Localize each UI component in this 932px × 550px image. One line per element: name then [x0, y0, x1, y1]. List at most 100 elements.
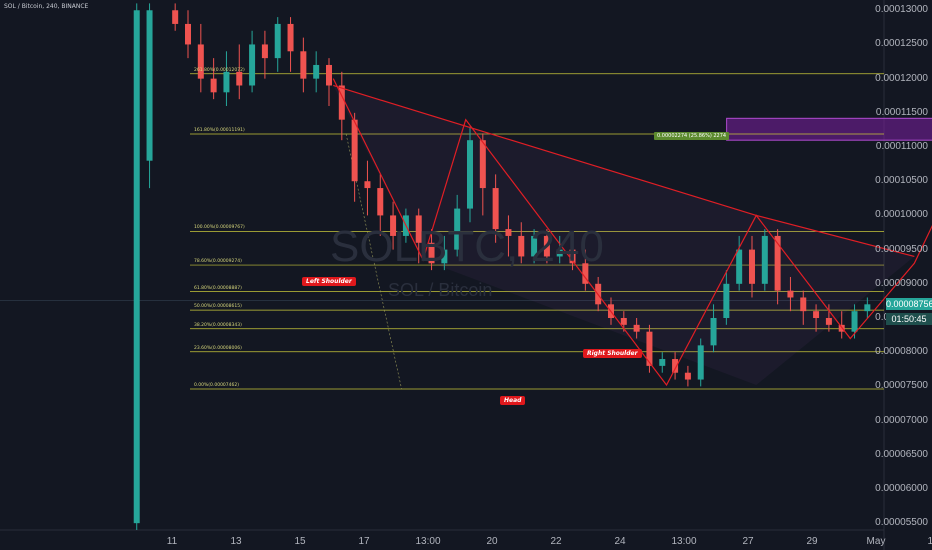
- candle-body: [415, 215, 422, 243]
- y-tick-label: 0.00012000: [875, 72, 928, 84]
- fib-level-label: 261.80%(0.00012072): [194, 67, 245, 73]
- y-tick-label: 0.00013000: [875, 4, 928, 16]
- candle-body: [300, 51, 307, 79]
- chart-title: SOL / Bitcoin, 240, BINANCE: [4, 3, 89, 10]
- candle-body: [197, 44, 204, 79]
- y-tick-label: 0.00006000: [875, 482, 928, 494]
- x-tick-label: 24: [614, 536, 626, 547]
- candle-body: [338, 85, 345, 120]
- y-tick-label: 0.00005500: [875, 517, 928, 529]
- fib-level-label: 38.20%(0.00008343): [194, 322, 242, 328]
- candle-body: [377, 188, 384, 216]
- candle-body: [851, 311, 858, 332]
- head-label: Head: [500, 396, 526, 405]
- fib-level-label: 161.80%(0.00011191): [194, 127, 245, 133]
- fib-level-label: 50.00%(0.00008615): [194, 304, 242, 310]
- candle-body: [287, 23, 294, 52]
- candle-body: [261, 44, 268, 59]
- x-tick-label: 13:00: [671, 536, 697, 547]
- candle-body: [659, 359, 666, 366]
- candle-body: [505, 229, 512, 236]
- fib-level-label: 23.60%(0.00008006): [194, 345, 242, 351]
- x-tick-label: 13:00: [415, 536, 441, 547]
- candle-body: [582, 263, 589, 284]
- candle-body: [518, 235, 525, 257]
- candle-body: [274, 23, 281, 59]
- y-tick-label: 0.00009000: [875, 277, 928, 289]
- y-tick-label: 0.00010000: [875, 209, 928, 221]
- fib-trend-line: [345, 133, 402, 390]
- x-tick-label: 29: [806, 536, 818, 547]
- y-tick-label: 0.00011500: [875, 106, 928, 118]
- candle-body: [223, 71, 230, 93]
- candle-body: [492, 188, 499, 230]
- candle-body: [813, 311, 820, 318]
- y-tick-label: 0.00011000: [875, 141, 928, 153]
- candle-body: [825, 318, 832, 325]
- candle-body: [466, 140, 473, 209]
- candle-body: [569, 249, 576, 264]
- x-tick-label: 15: [294, 536, 306, 547]
- x-tick-label: May: [866, 536, 886, 547]
- candle-body: [210, 78, 217, 93]
- candle-body: [697, 345, 704, 380]
- last-price-tag: 0.00008756: [886, 298, 932, 310]
- candle-body: [736, 249, 743, 284]
- candle-body: [633, 324, 640, 332]
- candle-body: [761, 235, 768, 284]
- candle-body: [800, 297, 807, 312]
- left-shoulder-label: Left Shoulder: [302, 277, 356, 286]
- x-tick-label: 20: [486, 536, 498, 547]
- candle-body: [428, 242, 435, 264]
- fib-level-label: 78.60%(0.00009274): [194, 259, 242, 265]
- candle-body: [479, 140, 486, 189]
- candle-body: [390, 215, 397, 236]
- candle-body: [723, 283, 730, 318]
- candle-body: [774, 235, 781, 291]
- candle-body: [646, 331, 653, 366]
- y-tick-label: 0.00006500: [875, 448, 928, 460]
- candle-body: [313, 64, 320, 79]
- countdown-tag: 01:50:45: [886, 313, 932, 325]
- candle-body: [620, 318, 627, 325]
- candle-body: [556, 249, 563, 257]
- candle-body: [710, 318, 717, 346]
- x-tick-label: 22: [550, 536, 562, 547]
- fib-level-label: 100.00%(0.00009767): [194, 225, 245, 231]
- x-tick-label: 11: [166, 536, 178, 547]
- candle-body: [146, 10, 153, 161]
- candle-body: [787, 290, 794, 298]
- candle-body: [543, 235, 550, 257]
- candle-body: [531, 235, 538, 257]
- right-shoulder-label: Right Shoulder: [583, 349, 642, 358]
- x-tick-label: 27: [742, 536, 754, 547]
- pattern-fill: [333, 85, 915, 386]
- x-tick-label: 17: [358, 536, 370, 547]
- x-tick-label: 13:00: [927, 536, 932, 547]
- candle-body: [864, 304, 871, 312]
- y-tick-label: 0.00007000: [875, 414, 928, 426]
- y-tick-label: 0.00007500: [875, 380, 928, 392]
- candle-body: [133, 10, 140, 524]
- candle-body: [249, 44, 256, 86]
- y-tick-label: 0.00012500: [875, 38, 928, 50]
- candle-body: [672, 359, 679, 373]
- fib-level-label: 0.00%(0.00007462): [194, 382, 240, 388]
- fib-level-label: 61.80%(0.00008887): [194, 285, 242, 291]
- candle-body: [454, 208, 461, 250]
- pattern-line: [332, 78, 932, 387]
- measure-label: 0.00002274 (25.86%) 2274: [654, 132, 730, 140]
- candle-body: [351, 119, 358, 182]
- x-tick-label: 13: [230, 536, 242, 547]
- candle-body: [325, 64, 332, 86]
- target-zone: [726, 117, 932, 141]
- y-tick-label: 0.00009500: [875, 243, 928, 255]
- candle-body: [748, 249, 755, 284]
- candle-body: [236, 71, 243, 86]
- y-tick-label: 0.00008000: [875, 346, 928, 358]
- candle-body: [441, 249, 448, 264]
- candle-body: [364, 181, 371, 189]
- candle-body: [172, 10, 179, 24]
- y-tick-label: 0.00010500: [875, 175, 928, 187]
